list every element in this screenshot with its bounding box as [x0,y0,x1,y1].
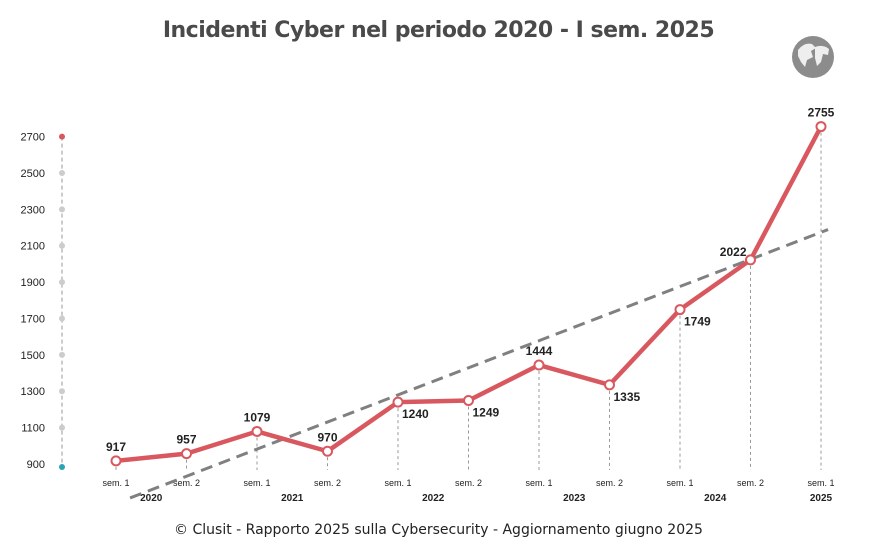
x-tick-label: sem. 1 [525,478,552,488]
x-tick-label: sem. 2 [314,478,341,488]
y-tick-label: 1700 [21,313,45,325]
y-tick-dot [59,133,65,140]
x-tick-label: sem. 2 [173,478,200,488]
data-label: 1079 [244,410,271,424]
year-label: 2021 [281,493,304,504]
year-label: 2025 [810,493,833,504]
data-label: 1749 [684,315,711,329]
data-label: 1249 [473,406,500,420]
y-tick-label: 900 [27,459,45,471]
data-label: 1335 [614,390,641,404]
x-tick-label: sem. 1 [384,478,411,488]
x-tick-label: sem. 1 [102,478,129,488]
data-point [815,121,827,133]
data-point [181,448,192,460]
footer-credit: © Clusit - Rapporto 2025 sulla Cybersecu… [174,522,703,538]
x-tick-label: sem. 2 [455,478,482,488]
data-point [251,425,263,437]
data-label: 957 [176,433,196,447]
x-tick-label: sem. 2 [737,478,764,488]
y-tick-dot [59,351,65,358]
trend-line [129,228,829,500]
y-tick-dot [59,242,65,249]
data-point [322,445,333,457]
x-tick-label: sem. 1 [807,478,834,488]
year-label: 2024 [704,493,727,504]
y-tick-label: 1900 [21,277,45,289]
data-label: 1240 [402,407,429,421]
year-label: 2020 [140,493,163,504]
data-label: 1444 [526,344,553,358]
data-label: 917 [106,440,126,454]
x-tick-label: sem. 1 [243,478,270,488]
data-point [674,304,686,316]
data-point [533,359,545,371]
data-point [110,455,122,467]
y-tick-label: 2100 [21,241,45,253]
x-tick-label: sem. 2 [596,478,623,488]
year-label: 2023 [563,493,586,504]
y-tick-label: 2300 [21,204,45,216]
y-tick-label: 1500 [21,350,45,362]
y-tick-label: 1100 [21,423,45,435]
data-point [463,395,474,407]
y-tick-label: 2700 [21,132,45,144]
y-tick-dot [59,206,65,213]
data-point [604,379,615,391]
data-point [392,396,404,408]
year-label: 2022 [422,493,445,504]
chart-title: Incidenti Cyber nel periodo 2020 - I sem… [162,18,715,43]
data-label: 2755 [808,106,835,120]
data-label: 970 [317,430,337,444]
series-line [115,125,823,464]
y-tick-dot [59,424,65,431]
y-tick-dot [59,315,65,322]
data-point [745,254,756,266]
y-tick-dot [59,388,65,395]
y-tick-label: 2500 [21,168,45,180]
x-tick-label: sem. 1 [666,478,693,488]
y-tick-label: 1300 [21,386,45,398]
y-tick-dot [59,169,65,176]
y-tick-dot [59,464,65,470]
y-tick-dot [59,279,65,286]
data-label: 2022 [720,245,747,259]
